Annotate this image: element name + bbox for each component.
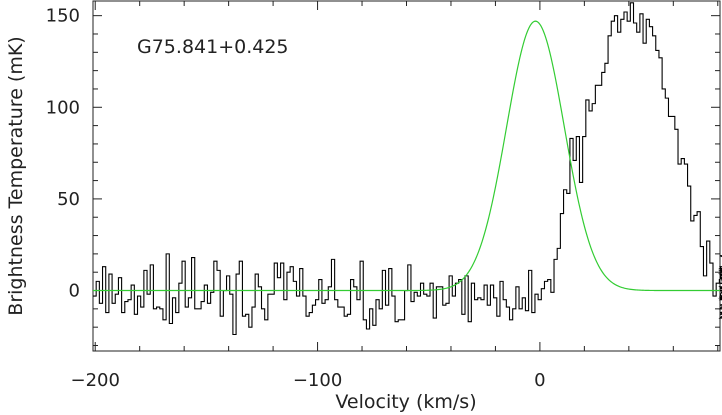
tick-labels: −200 −100 0 0 50 100 150 bbox=[46, 6, 546, 391]
x-tick-label: 0 bbox=[534, 370, 545, 391]
y-tick-label: 0 bbox=[69, 281, 80, 302]
y-tick-label: 100 bbox=[46, 97, 80, 118]
x-tick-label: −100 bbox=[293, 370, 342, 391]
gaussian-fit-line bbox=[93, 20, 720, 292]
x-axis-title: Velocity (km/s) bbox=[335, 391, 476, 413]
y-tick-label: 150 bbox=[46, 6, 80, 27]
y-tick-label: 50 bbox=[57, 189, 80, 210]
fit-series bbox=[93, 20, 720, 292]
source-annotation: G75.841+0.425 bbox=[137, 36, 289, 58]
x-tick-label: −200 bbox=[70, 370, 119, 391]
y-axis-title: Brightness Temperature (mK) bbox=[5, 36, 27, 315]
